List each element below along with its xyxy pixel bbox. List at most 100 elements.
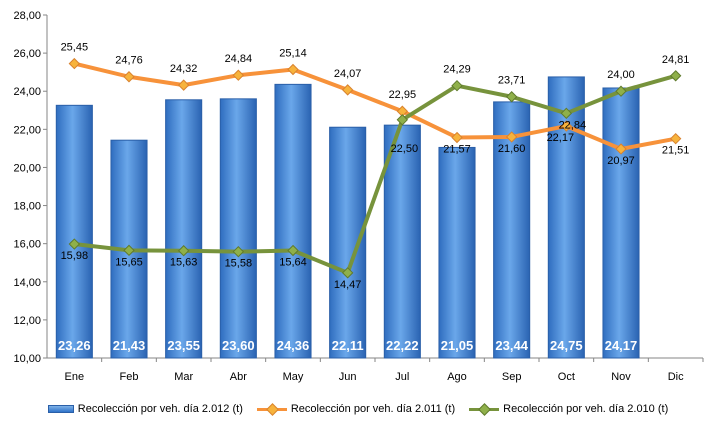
point-marker [287, 244, 299, 257]
x-tick-label: Ene [65, 371, 85, 383]
x-tick-label: Nov [611, 371, 631, 383]
point-marker [669, 132, 682, 145]
legend-item-2011: Recolección por veh. día 2.011 (t) [256, 403, 456, 416]
legend-label-2011: Recolección por veh. día 2.011 (t) [290, 403, 456, 415]
point-value-label: 25,14 [279, 47, 307, 59]
point-marker [615, 85, 627, 97]
bar-value-label: 23,60 [222, 338, 255, 353]
bar-value-label: 21,05 [441, 338, 474, 353]
point-marker [177, 79, 190, 91]
x-tick-label: Jun [339, 371, 357, 383]
series-line-2 [74, 73, 677, 275]
point-value-label: 14,47 [334, 279, 362, 291]
x-tick-label: Oct [558, 371, 575, 383]
point-value-label: 24,84 [225, 53, 253, 65]
point-marker [68, 57, 81, 70]
bar [438, 146, 476, 359]
x-tick-label: Feb [120, 371, 139, 383]
point-value-label: 24,00 [607, 69, 635, 81]
x-tick-label: Abr [230, 371, 247, 383]
series-line-1 [73, 61, 677, 151]
bar-series [55, 76, 640, 359]
point-marker [505, 91, 518, 103]
y-tick-label: 22,00 [13, 124, 41, 136]
point-value-label: 15,58 [225, 258, 253, 270]
bar-value-label: 22,11 [332, 338, 364, 353]
point-value-label: 24,07 [334, 68, 362, 80]
point-marker [123, 244, 135, 257]
bar-value-label: 21,43 [113, 338, 146, 353]
point-marker [232, 245, 245, 258]
point-value-label: 24,29 [443, 64, 471, 76]
legend-label-2012: Recolección por veh. día 2.012 (t) [77, 403, 243, 415]
y-tick-label: 10,00 [13, 353, 41, 365]
point-value-label: 21,60 [498, 143, 526, 155]
x-tick-label: Dic [668, 371, 684, 383]
y-tick-label: 26,00 [13, 48, 41, 60]
axes: 10,00 12,00 14,00 16,00 18,00 20,00 22,00 24,00… [13, 10, 704, 383]
y-tick-label: 16,00 [13, 239, 41, 251]
x-tick-label: Mar [174, 371, 193, 383]
x-tick-label: Sep [502, 371, 522, 383]
legend-swatch-2012 [47, 405, 74, 413]
legend-swatch-2011 [256, 403, 287, 416]
point-marker [396, 114, 409, 126]
point-value-label: 25,45 [61, 42, 89, 54]
y-tick-label: 28,00 [13, 10, 41, 22]
y-tick-label: 18,00 [13, 201, 41, 213]
point-marker [68, 238, 81, 250]
bar-value-label: 23,55 [167, 338, 200, 353]
point-marker [287, 63, 299, 76]
line-series [68, 57, 682, 279]
point-value-label: 24,76 [115, 55, 143, 67]
point-marker [177, 245, 190, 257]
point-marker [341, 84, 354, 96]
legend: Recolección por veh. día 2.012 (t) Recol… [0, 396, 716, 422]
point-marker [232, 69, 245, 81]
point-marker [451, 131, 463, 144]
point-marker [123, 71, 135, 83]
point-value-label: 23,71 [498, 75, 526, 87]
point-marker [341, 267, 354, 279]
point-value-label: 20,97 [607, 155, 635, 167]
bar [602, 87, 640, 359]
point-value-label: 15,64 [279, 257, 307, 269]
bar-value-label: 23,26 [58, 338, 91, 353]
bar-value-label: 24,36 [277, 338, 310, 353]
point-value-label: 22,50 [391, 143, 419, 155]
bar [274, 83, 312, 359]
point-value-label: 15,63 [170, 257, 198, 269]
point-marker [615, 143, 627, 155]
point-marker [669, 70, 682, 82]
bar [55, 104, 93, 359]
bar [493, 101, 531, 359]
point-marker [505, 131, 518, 143]
point-marker [560, 120, 573, 132]
y-tick-label: 12,00 [13, 315, 41, 327]
point-value-label: 22,84 [559, 119, 587, 131]
bar [219, 98, 257, 359]
x-tick-label: May [283, 371, 304, 383]
chart: 10,00 12,00 14,00 16,00 18,00 20,00 22,00 24,00… [13, 10, 704, 383]
point-marker [451, 79, 463, 92]
point-value-label: 15,98 [61, 250, 89, 262]
y-tick-label: 14,00 [13, 277, 41, 289]
bar-value-label: 22,22 [386, 338, 419, 353]
point-value-label: 22,95 [389, 89, 417, 101]
y-tick-label: 24,00 [13, 86, 41, 98]
bar-value-label: 23,44 [495, 338, 528, 353]
legend-item-2012: Recolección por veh. día 2.012 (t) [47, 403, 243, 415]
legend-swatch-2010 [469, 403, 500, 416]
bar-value-label: 24,75 [550, 338, 583, 353]
bar [329, 126, 367, 359]
point-value-label: 21,51 [662, 145, 690, 157]
point-value-label: 22,17 [547, 132, 575, 144]
point-value-label: 21,57 [443, 144, 471, 156]
point-marker [560, 107, 573, 120]
point-value-label: 24,32 [170, 63, 198, 75]
bar-value-label: 24,17 [605, 338, 638, 353]
x-tick-label: Jul [395, 371, 409, 383]
legend-item-2010: Recolección por veh. día 2.010 (t) [469, 403, 668, 416]
bar [383, 124, 421, 359]
y-tick-label: 20,00 [13, 162, 41, 174]
